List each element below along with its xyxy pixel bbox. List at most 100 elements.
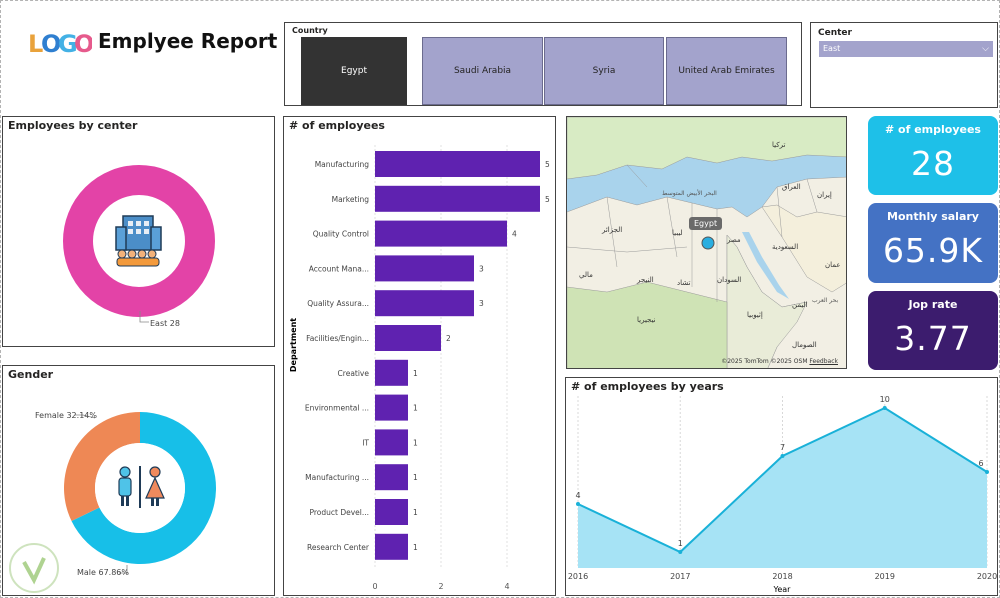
bar-value-label: 2 (446, 334, 451, 343)
country-tile-syria[interactable]: Syria (544, 37, 664, 105)
bar-7[interactable] (375, 394, 408, 421)
logo-letter-o2: O (74, 30, 92, 57)
center-donut-slice-east[interactable] (63, 165, 215, 317)
map-bubble-egypt[interactable] (701, 236, 715, 250)
area-point-2018[interactable] (780, 454, 785, 458)
map-label-mali: مالي (579, 271, 593, 279)
map-canvas[interactable]: البحر الأبيض المتوسط مصر ليبيا السودان ا… (567, 117, 847, 369)
bar-category-label: IT (362, 438, 369, 447)
area-chart-x-axis-label: Year (773, 585, 792, 594)
area-value-label: 10 (880, 395, 890, 404)
kpi-card-job-rate: Jop rate 3.77 (868, 291, 998, 370)
gender-donut-slice-female[interactable] (63, 412, 140, 521)
center-dropdown[interactable]: East ⌵ (819, 41, 993, 57)
map-label-iran: إيران (817, 191, 832, 199)
bar-category-label: Facilities/Engin... (306, 334, 369, 343)
map-label-saudi-arabia: السعودية (772, 243, 798, 251)
chevron-down-icon: ⌵ (982, 44, 989, 54)
kpi-card-employees: # of employees 28 (868, 116, 998, 195)
bar-x-tick: 2 (438, 582, 443, 591)
bar-category-label: Research Center (307, 543, 370, 552)
country-slicer: Country Egypt Saudi Arabia Syria United … (284, 22, 802, 106)
map-label-egypt: مصر (726, 236, 741, 244)
map-feedback-link[interactable]: Feedback (809, 358, 838, 365)
bar-category-label: Quality Assura... (307, 299, 369, 308)
bar-8[interactable] (375, 429, 408, 456)
gender-female-label: Female 32.14% (35, 411, 97, 420)
bar-value-label: 3 (479, 264, 484, 273)
bar-10[interactable] (375, 499, 408, 525)
area-x-tick: 2019 (875, 572, 895, 581)
bar-value-label: 1 (413, 438, 418, 447)
map-label-chad: تشاد (677, 279, 690, 287)
map-label-sudan: السودان (717, 276, 741, 284)
map-label-ethiopia: إثيوبيا (747, 311, 763, 319)
area-x-tick: 2018 (772, 572, 792, 581)
area-point-2016[interactable] (576, 502, 580, 506)
map-label-algeria: الجزائر (601, 226, 622, 234)
area-value-label: 4 (575, 491, 580, 500)
map-panel: البحر الأبيض المتوسط مصر ليبيا السودان ا… (566, 116, 847, 369)
area-point-2017[interactable] (678, 550, 683, 554)
area-chart-fill (578, 408, 987, 568)
country-tile-uae[interactable]: United Arab Emirates (666, 37, 787, 105)
bar-11[interactable] (375, 533, 408, 560)
area-chart-title: # of employees by years (571, 380, 724, 393)
bar-value-label: 1 (413, 508, 418, 517)
bar-value-label: 5 (545, 195, 550, 204)
country-tile-egypt[interactable]: Egypt (301, 37, 407, 105)
gender-donut-slice-male[interactable] (71, 412, 216, 564)
bar-value-label: 4 (512, 230, 517, 239)
bar-value-label: 1 (413, 404, 418, 413)
area-point-2020[interactable] (985, 470, 989, 474)
company-logo: L O G O (28, 29, 97, 61)
area-value-label: 1 (678, 539, 683, 548)
employees-by-department-panel: # of employees 0 2 4 Manufacturing 5 Marketi… (283, 116, 556, 596)
area-value-label: 7 (780, 443, 785, 452)
bar-5[interactable] (375, 325, 441, 351)
kpi-employees-label: # of employees (885, 123, 981, 136)
map-label-nigeria: نيجيريا (637, 316, 656, 324)
kpi-salary-value: 65.9K (882, 231, 984, 270)
bar-1[interactable] (375, 185, 540, 212)
map-label-turkey: تركيا (772, 141, 785, 149)
map-label-arabian-sea: بحر العرب (812, 297, 838, 304)
bar-category-label: Product Devel... (309, 508, 369, 517)
bar-3[interactable] (375, 255, 474, 282)
bar-category-label: Quality Control (313, 230, 369, 239)
kpi-jobrate-value: 3.77 (894, 319, 972, 358)
country-tile-saudi-arabia[interactable]: Saudi Arabia (422, 37, 543, 105)
bar-4[interactable] (375, 290, 474, 317)
bar-chart-y-axis-label: Department (289, 318, 298, 372)
logo-letter-o: O (41, 30, 61, 57)
bar-6[interactable] (375, 359, 408, 386)
bar-category-label: Environmental ... (305, 404, 369, 413)
map-label-libya: ليبيا (672, 229, 683, 237)
bar-0[interactable] (375, 151, 540, 177)
kpi-employees-value: 28 (911, 144, 955, 183)
employees-by-center-panel: Employees by center East 28 (2, 116, 275, 347)
area-x-tick: 2016 (568, 572, 588, 581)
bar-x-tick: 0 (372, 582, 377, 591)
bar-category-label: Account Mana... (309, 264, 369, 273)
bar-category-label: Creative (338, 369, 370, 378)
map-tooltip-egypt: Egypt (689, 217, 723, 230)
kpi-salary-label: Monthly salary (887, 210, 979, 223)
gender-male-label: Male 67.86% (77, 568, 129, 577)
kpi-jobrate-label: Jop rate (908, 298, 958, 311)
kpi-card-monthly-salary: Monthly salary 65.9K (868, 203, 998, 283)
bar-9[interactable] (375, 464, 408, 491)
bar-2[interactable] (375, 220, 507, 247)
center-slicer: Center East ⌵ (810, 22, 998, 108)
area-value-label: 6 (978, 459, 983, 468)
bar-value-label: 3 (479, 299, 484, 308)
bar-category-label: Manufacturing ... (305, 473, 369, 482)
bar-category-label: Marketing (332, 195, 370, 204)
map-copyright-text: ©2025 TomTom ©2025 OSM (721, 358, 808, 365)
employees-by-center-title: Employees by center (8, 119, 138, 132)
area-point-2019[interactable] (882, 406, 887, 410)
building-people-icon (115, 215, 162, 267)
area-x-tick: 2017 (670, 572, 690, 581)
logo-letter-g: G (58, 30, 76, 57)
bar-value-label: 1 (413, 369, 418, 378)
